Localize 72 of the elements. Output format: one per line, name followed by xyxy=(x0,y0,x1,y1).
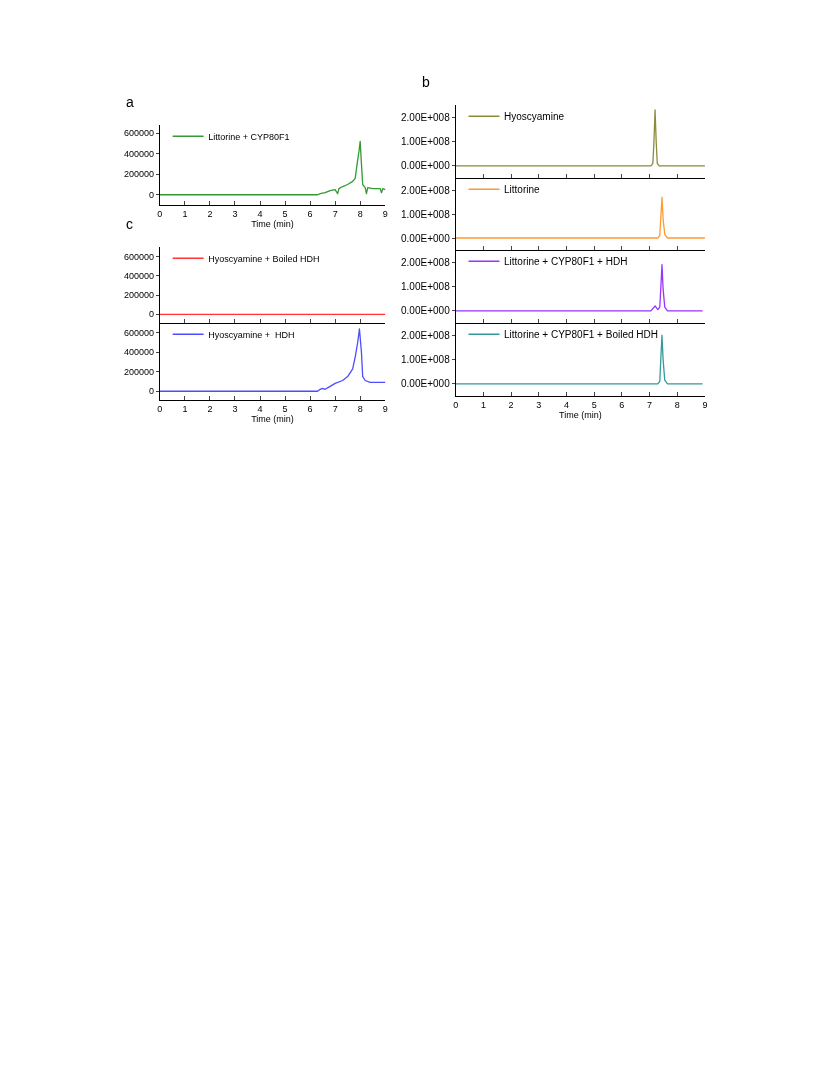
legend-label: Hyoscyamine + Boiled HDH xyxy=(208,253,320,264)
y-tick-label: 0 xyxy=(149,386,155,397)
y-tick-label: 2.00E+008 xyxy=(401,184,451,196)
x-tick-label: 4 xyxy=(563,399,569,410)
x-tick-label: 6 xyxy=(307,403,313,414)
y-tick-label: 200000 xyxy=(124,290,155,301)
x-tick-label: 6 xyxy=(307,208,313,219)
x-tick-label: 2 xyxy=(207,403,213,414)
y-tick-label: 0.00E+000 xyxy=(401,305,451,317)
x-tick-label: 5 xyxy=(282,208,288,219)
y-tick-label: 1.00E+008 xyxy=(401,354,451,365)
legend-label: Littorine + CYP80F1 xyxy=(208,131,290,142)
x-tick-label: 9 xyxy=(702,399,708,410)
legend-label: Littorine xyxy=(503,184,540,196)
chart-title: b xyxy=(422,74,430,90)
y-tick-label: 0.00E+000 xyxy=(401,232,451,244)
line-series xyxy=(159,328,386,392)
x-tick-label: 1 xyxy=(182,208,188,219)
y-tick-label: 600000 xyxy=(124,251,155,262)
line-series xyxy=(455,196,705,239)
y-tick-label: 1.00E+008 xyxy=(401,136,451,147)
y-tick-label: 1.00E+008 xyxy=(401,281,451,292)
x-tick-label: 8 xyxy=(357,208,363,219)
x-tick-label: 4 xyxy=(257,403,263,414)
x-tick-label: 3 xyxy=(232,403,238,414)
y-tick-label: 400000 xyxy=(124,148,155,159)
y-tick-label: 400000 xyxy=(124,347,155,358)
line-series xyxy=(455,263,703,312)
chart-title: c xyxy=(126,216,133,232)
line-series xyxy=(159,140,386,196)
x-tick-label: 9 xyxy=(382,403,388,414)
x-tick-label: 8 xyxy=(674,399,680,410)
y-tick-label: 200000 xyxy=(124,169,155,180)
x-tick-label: 5 xyxy=(282,403,288,414)
x-tick-label: 1 xyxy=(480,399,486,410)
x-tick-label: 8 xyxy=(357,403,363,414)
legend-label: Hyoscyamine + HDH xyxy=(208,329,295,340)
x-axis-title: Time (min) xyxy=(251,413,294,424)
x-tick-label: 0 xyxy=(453,399,459,410)
x-tick-label: 9 xyxy=(382,208,388,219)
legend-label: Littorine + CYP80F1 + HDH xyxy=(503,256,628,268)
y-tick-label: 2.00E+008 xyxy=(401,111,451,123)
chart-title: a xyxy=(126,94,134,110)
x-tick-label: 3 xyxy=(232,208,238,219)
y-tick-label: 400000 xyxy=(124,271,155,282)
y-tick-label: 1.00E+008 xyxy=(401,208,451,220)
y-tick-label: 0 xyxy=(149,309,155,320)
y-tick-label: 2.00E+008 xyxy=(401,329,451,341)
x-tick-label: 4 xyxy=(257,208,263,219)
x-tick-label: 7 xyxy=(332,208,338,219)
x-tick-label: 7 xyxy=(332,403,338,414)
y-tick-label: 0.00E+000 xyxy=(401,378,451,390)
y-tick-label: 200000 xyxy=(124,366,155,377)
x-axis-title: Time (min) xyxy=(251,218,294,229)
x-tick-label: 5 xyxy=(591,399,597,410)
y-tick-label: 600000 xyxy=(124,327,155,338)
y-tick-label: 0 xyxy=(149,189,155,200)
x-tick-label: 6 xyxy=(619,399,625,410)
line-series xyxy=(455,109,705,167)
x-tick-label: 3 xyxy=(536,399,542,410)
x-tick-label: 0 xyxy=(157,403,163,414)
legend-label: Littorine + CYP80F1 + Boiled HDH xyxy=(503,329,658,341)
x-tick-label: 1 xyxy=(182,403,188,414)
x-axis-title: Time (min) xyxy=(558,409,602,420)
x-tick-label: 0 xyxy=(157,208,163,219)
y-tick-label: 0.00E+000 xyxy=(401,160,451,172)
y-tick-label: 2.00E+008 xyxy=(401,256,451,268)
x-tick-label: 2 xyxy=(508,399,514,410)
legend-label: Hyoscyamine xyxy=(503,111,565,123)
x-tick-label: 2 xyxy=(207,208,213,219)
y-tick-label: 600000 xyxy=(124,128,155,139)
x-tick-label: 7 xyxy=(647,399,653,410)
